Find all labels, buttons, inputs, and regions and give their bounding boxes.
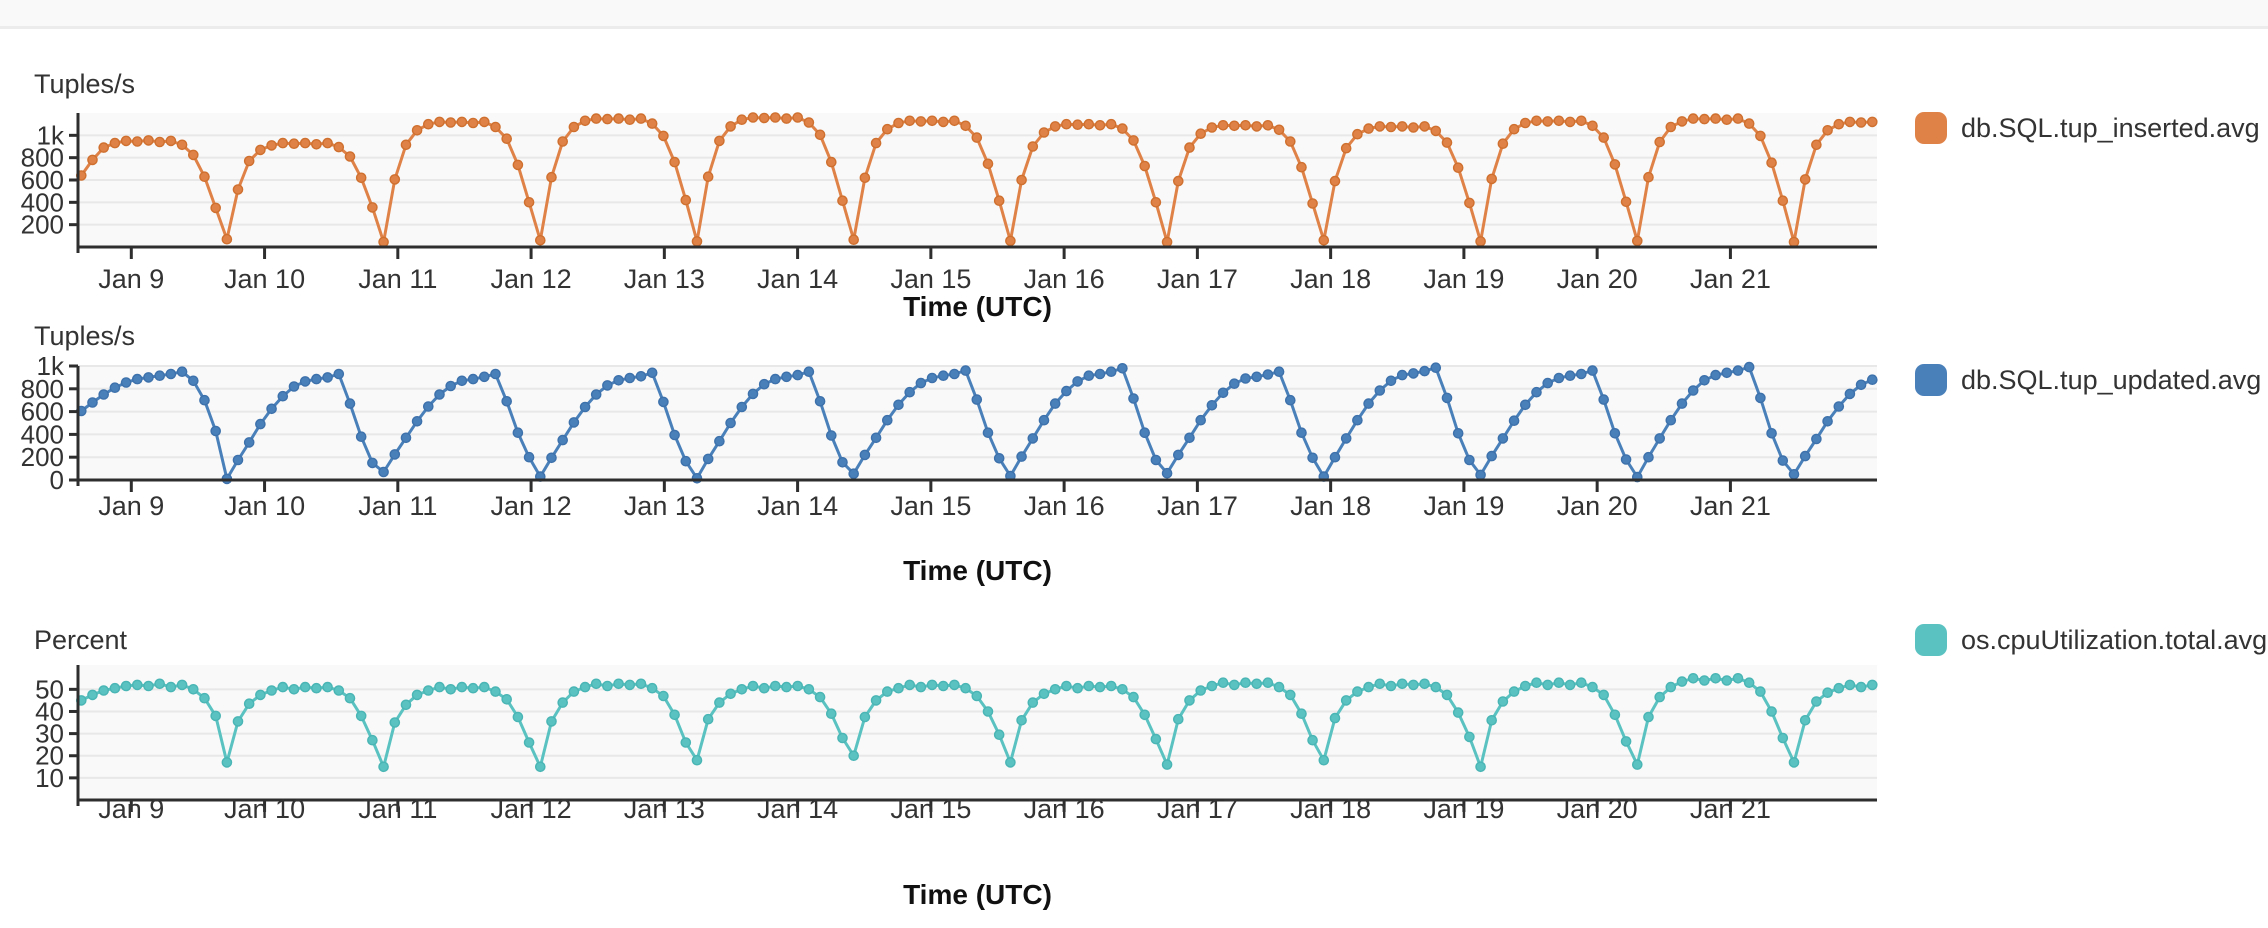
y-axis-title: Tuples/s (34, 321, 136, 351)
svg-text:Jan 13: Jan 13 (624, 264, 705, 294)
svg-text:1k: 1k (37, 354, 65, 381)
svg-text:10: 10 (35, 763, 64, 793)
x-axis-title: Time (UTC) (903, 555, 1052, 586)
svg-text:Jan 19: Jan 19 (1423, 794, 1504, 824)
svg-text:Jan 20: Jan 20 (1557, 264, 1638, 294)
svg-text:Jan 14: Jan 14 (757, 794, 838, 824)
x-axis-title: Time (UTC) (903, 291, 1052, 322)
top-toolbar (0, 0, 2268, 29)
legend-label[interactable]: db.SQL.tup_inserted.avg (1961, 113, 2260, 143)
svg-text:20: 20 (35, 741, 64, 771)
svg-text:40: 40 (35, 696, 64, 726)
svg-text:Jan 9: Jan 9 (98, 491, 164, 521)
svg-text:800: 800 (21, 374, 64, 404)
y-axis-title: Tuples/s (34, 69, 136, 99)
svg-text:400: 400 (21, 419, 64, 449)
x-axis-title: Time (UTC) (903, 879, 1052, 910)
svg-text:600: 600 (21, 397, 64, 427)
svg-text:Jan 20: Jan 20 (1557, 491, 1638, 521)
legend-swatch-icon[interactable] (1915, 112, 1947, 144)
legend-swatch-icon[interactable] (1915, 624, 1947, 656)
svg-text:400: 400 (21, 187, 64, 217)
svg-text:Jan 18: Jan 18 (1290, 264, 1371, 294)
svg-text:1k: 1k (37, 120, 65, 150)
svg-text:Jan 9: Jan 9 (98, 264, 164, 294)
svg-text:Jan 12: Jan 12 (491, 794, 572, 824)
svg-text:Jan 10: Jan 10 (224, 264, 305, 294)
svg-text:Jan 14: Jan 14 (757, 264, 838, 294)
svg-text:0: 0 (50, 465, 64, 495)
svg-text:Jan 11: Jan 11 (358, 264, 437, 294)
svg-text:30: 30 (35, 719, 64, 749)
svg-text:Jan 10: Jan 10 (224, 794, 305, 824)
svg-text:Jan 16: Jan 16 (1024, 491, 1105, 521)
svg-text:Jan 21: Jan 21 (1690, 491, 1771, 521)
svg-text:Jan 9: Jan 9 (98, 794, 164, 824)
svg-text:Jan 14: Jan 14 (757, 491, 838, 521)
svg-text:600: 600 (21, 165, 64, 195)
svg-text:Jan 15: Jan 15 (890, 794, 971, 824)
svg-text:Jan 17: Jan 17 (1157, 491, 1238, 521)
legend-cpu-utilization[interactable]: os.cpuUtilization.total.avg (1915, 624, 2267, 656)
svg-text:Jan 18: Jan 18 (1290, 491, 1371, 521)
svg-text:Jan 10: Jan 10 (224, 491, 305, 521)
legend-label[interactable]: os.cpuUtilization.total.avg (1961, 625, 2268, 655)
svg-text:Jan 17: Jan 17 (1157, 264, 1238, 294)
svg-text:800: 800 (21, 143, 64, 173)
svg-text:Jan 12: Jan 12 (491, 264, 572, 294)
svg-text:Jan 21: Jan 21 (1690, 264, 1771, 294)
legend-tup-inserted[interactable]: db.SQL.tup_inserted.avg (1915, 112, 2260, 144)
svg-text:Jan 13: Jan 13 (624, 794, 705, 824)
svg-text:Jan 12: Jan 12 (491, 491, 572, 521)
svg-text:Jan 21: Jan 21 (1690, 794, 1771, 824)
svg-text:Jan 18: Jan 18 (1290, 794, 1371, 824)
svg-text:50: 50 (35, 674, 64, 704)
legend-label[interactable]: db.SQL.tup_updated.avg (1961, 365, 2262, 395)
svg-text:Jan 11: Jan 11 (358, 491, 437, 521)
svg-text:Jan 11: Jan 11 (358, 794, 437, 824)
svg-text:Jan 15: Jan 15 (890, 491, 971, 521)
svg-text:Jan 15: Jan 15 (890, 264, 971, 294)
svg-text:Jan 17: Jan 17 (1157, 794, 1238, 824)
y-axis-title: Percent (34, 625, 128, 655)
svg-text:Jan 19: Jan 19 (1423, 491, 1504, 521)
svg-text:Jan 16: Jan 16 (1024, 794, 1105, 824)
svg-text:200: 200 (21, 442, 64, 472)
svg-text:Jan 13: Jan 13 (624, 491, 705, 521)
legend-swatch-icon[interactable] (1915, 364, 1947, 396)
svg-text:200: 200 (21, 210, 64, 240)
legend-tup-updated[interactable]: db.SQL.tup_updated.avg (1915, 364, 2261, 396)
svg-text:Jan 16: Jan 16 (1024, 264, 1105, 294)
svg-text:Jan 19: Jan 19 (1423, 264, 1504, 294)
svg-text:Jan 20: Jan 20 (1557, 794, 1638, 824)
